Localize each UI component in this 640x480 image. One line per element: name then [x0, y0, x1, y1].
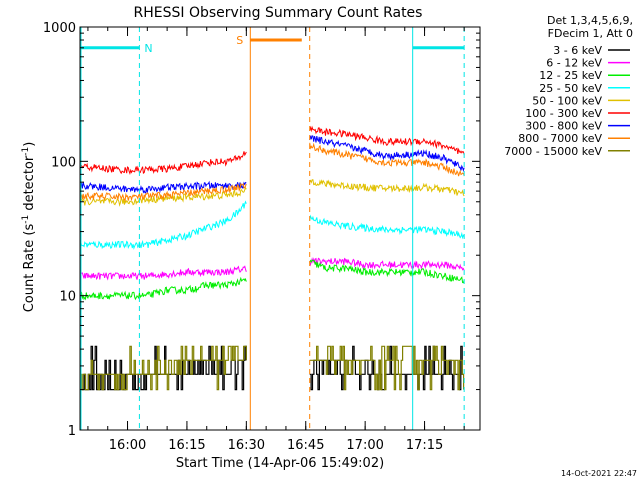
legend-header-line-2: FDecim 1, Att 0	[548, 27, 633, 40]
legend-label: 100 - 300 keV	[525, 107, 602, 120]
x-tick-label: 16:45	[287, 438, 324, 453]
legend-label: 800 - 7000 keV	[518, 132, 602, 145]
render-timestamp: 14-Oct-2021 22:47	[561, 469, 637, 478]
series-line-seg2	[309, 179, 465, 197]
x-tick-label: 16:30	[228, 438, 265, 453]
series-50to100keV-kev	[79, 179, 465, 207]
x-tick-label: 16:00	[109, 438, 146, 453]
series-800to7000keV-kev	[79, 142, 465, 203]
x-tick-label: 17:15	[406, 438, 443, 453]
legend-header-line-1: Det 1,3,4,5,6,9,	[547, 14, 633, 27]
series-300to800keV-kev	[79, 135, 465, 194]
series-line-seg1	[80, 345, 247, 391]
series-12to25keV-kev	[79, 259, 465, 301]
series-7000to15000keV-kev	[80, 345, 465, 391]
series-line-seg2	[309, 259, 465, 284]
legend-label: 6 - 12 keV	[546, 57, 602, 70]
legend: Det 1,3,4,5,6,9, FDecim 1, Att 0 3 - 6 k…	[504, 14, 633, 158]
series-25to50keV-kev	[79, 200, 465, 250]
y-axis-label-main: Count Rate (s	[22, 224, 37, 313]
y-axis-label: Count Rate (s-1 detector-1)	[21, 142, 37, 313]
legend-label: 25 - 50 keV	[539, 82, 602, 95]
y-axis-label-sup2: -1	[21, 147, 31, 156]
series-line-seg1	[79, 276, 247, 301]
plot-frame	[79, 26, 481, 431]
legend-label: 300 - 800 keV	[525, 120, 602, 133]
series-line-seg1	[79, 186, 247, 207]
axes: 1 10 100 1000 16:00 16:15 16:30 16:45 17:00 17:15	[43, 21, 481, 453]
series-line-seg1	[79, 180, 247, 194]
saa-flag-label: S	[236, 34, 243, 47]
series-line-seg2	[309, 142, 465, 177]
chart-title: RHESSI Observing Summary Count Rates	[134, 5, 423, 21]
y-tick-label: 10	[59, 290, 76, 305]
y-tick-label: 100	[51, 155, 76, 170]
series-line-seg2	[309, 125, 465, 155]
x-tick-label: 16:15	[168, 438, 205, 453]
series-100to300keV-kev	[79, 125, 465, 176]
x-axis-label: Start Time (14-Apr-06 15:49:02)	[176, 456, 384, 471]
night-flag-label: N	[144, 42, 152, 55]
y-tick-label: 1000	[43, 21, 76, 36]
series-line-seg2	[309, 257, 465, 271]
y-axis-label-mid: detector	[22, 155, 37, 215]
y-tick-label: 1	[68, 424, 76, 439]
legend-label: 12 - 25 keV	[539, 69, 602, 82]
legend-label: 3 - 6 keV	[553, 44, 602, 57]
plot-area: NS	[79, 27, 465, 430]
series-line-seg1	[79, 200, 247, 250]
legend-label: 50 - 100 keV	[532, 94, 602, 107]
series-6to12keV-kev	[79, 257, 465, 281]
legend-label: 7000 - 15000 keV	[504, 145, 602, 158]
series-line-seg2	[309, 345, 465, 391]
series-line-seg2	[309, 135, 465, 172]
series-line-seg2	[309, 214, 465, 240]
y-axis-label-end: )	[22, 142, 37, 147]
series-line-seg1	[79, 151, 247, 176]
x-tick-label: 17:00	[346, 438, 383, 453]
y-axis-label-sup1: -1	[21, 215, 31, 224]
series-line-seg1	[79, 182, 247, 203]
series-line-seg1	[79, 265, 247, 281]
